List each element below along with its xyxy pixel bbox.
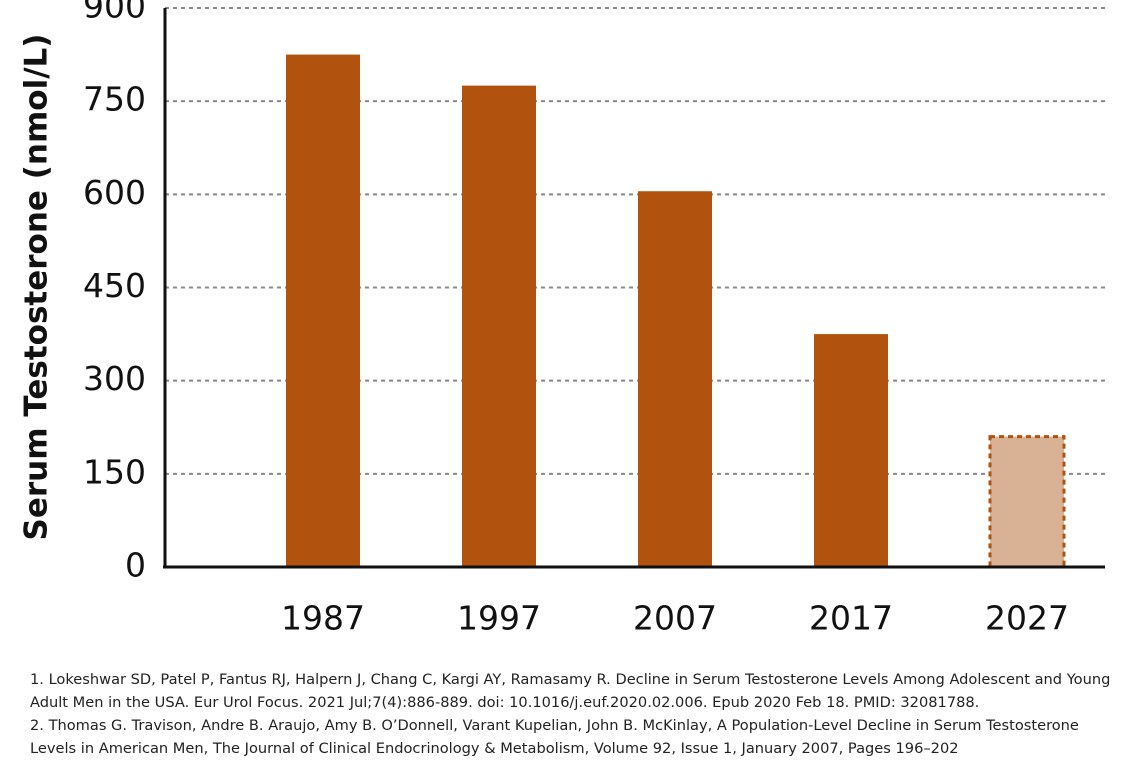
y-tick-label: 900 (83, 0, 146, 26)
x-tick-label: 2007 (633, 599, 717, 638)
y-tick-label: 450 (83, 266, 146, 305)
x-tick-label: 2027 (985, 599, 1069, 638)
y-tick-label: 0 (125, 546, 146, 585)
bar (286, 54, 360, 568)
footnotes: 1. Lokeshwar SD, Patel P, Fantus RJ, Hal… (30, 668, 1120, 760)
y-tick-label: 600 (83, 173, 146, 212)
footnote: 2. Thomas G. Travison, Andre B. Araujo, … (30, 717, 1079, 757)
x-tick-label: 2017 (809, 599, 893, 638)
bar (814, 334, 888, 567)
y-tick-label: 750 (83, 80, 146, 119)
bar (988, 435, 1066, 569)
y-axis-label: Serum Testosterone (nmol/L) (19, 34, 55, 541)
bar (462, 85, 536, 567)
x-tick-label: 1987 (281, 599, 365, 638)
bar (638, 191, 712, 567)
y-tick-label: 300 (83, 359, 146, 398)
footnote: 1. Lokeshwar SD, Patel P, Fantus RJ, Hal… (30, 671, 1111, 711)
chart: Serum Testosterone (nmol/L) 0 150 300 450 60… (19, 0, 1105, 638)
y-tick-label: 150 (83, 452, 146, 491)
x-tick-label: 1997 (457, 599, 541, 638)
